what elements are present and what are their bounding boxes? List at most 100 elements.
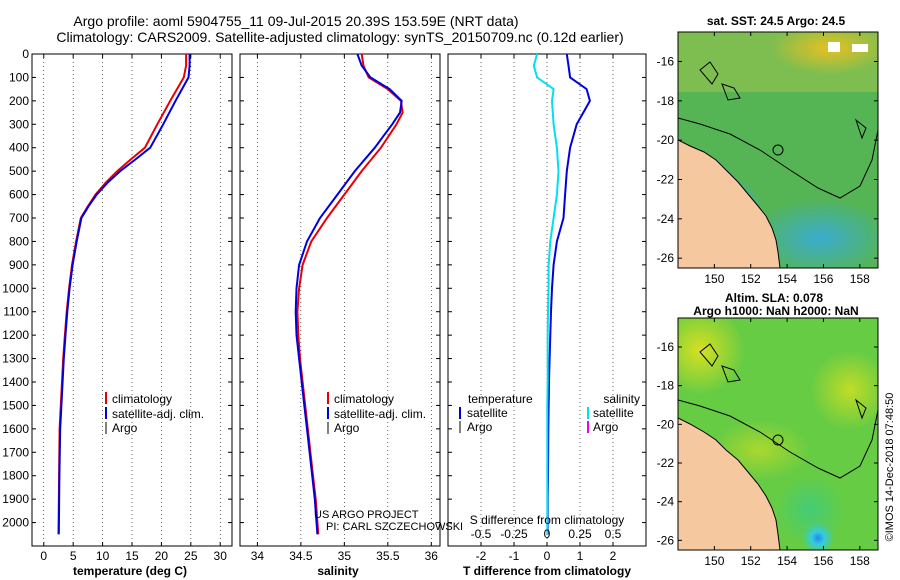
map-y-tick-label: -26 [657, 533, 675, 547]
inner-tick-label: -0.5 [471, 527, 492, 541]
sla-map-title2: Argo h1000: NaN h2000: NaN [693, 304, 858, 318]
series-line-satellite-adj-clim- [296, 54, 402, 534]
y-tick-label: 1300 [2, 352, 29, 366]
x-tick-label: -1 [509, 549, 520, 563]
y-tick-label: 1400 [2, 375, 29, 389]
map-x-tick-label: 150 [704, 554, 724, 568]
map-y-tick-label: -24 [657, 495, 675, 509]
map-y-tick-label: -16 [657, 55, 675, 69]
x-tick-label: 5 [70, 549, 77, 563]
legend-argo-label: Argo [112, 421, 138, 435]
map-x-tick-label: 156 [813, 554, 833, 568]
x-tick-label: 30 [214, 549, 228, 563]
map-y-tick-label: -16 [657, 340, 675, 354]
x-tick-label: 36 [425, 549, 439, 563]
y-tick-label: 700 [9, 211, 29, 225]
inner-tick-label: 0.5 [605, 527, 622, 541]
map-y-tick-label: -22 [657, 456, 675, 470]
x-tick-label: 35 [338, 549, 352, 563]
y-tick-label: 2000 [2, 516, 29, 530]
y-tick-label: 900 [9, 258, 29, 272]
legend-argo-label: Argo [334, 421, 360, 435]
y-tick-label: 800 [9, 234, 29, 248]
legend-climatology-label: climatology [112, 392, 172, 406]
map-x-tick-label: 152 [741, 554, 761, 568]
y-tick-label: 1700 [2, 445, 29, 459]
x-tick-label: 35.5 [376, 549, 400, 563]
series-line-s-satellite [534, 54, 559, 534]
temperature-plot: 0100200300400500600700800900100011001200… [2, 47, 232, 563]
legend-salinity-title: salinity [603, 392, 640, 406]
legend-climatology-label: climatology [334, 392, 394, 406]
y-tick-label: 1600 [2, 422, 29, 436]
series-line-climatology [59, 54, 187, 534]
y-tick-label: 1900 [2, 492, 29, 506]
s-difference-label: S difference from climatology [470, 513, 625, 527]
y-tick-label: 0 [22, 47, 29, 61]
x-tick-label: 10 [96, 549, 110, 563]
sst-map [678, 22, 890, 278]
inner-tick-label: 0.25 [568, 527, 592, 541]
map-x-tick-label: 156 [813, 272, 833, 286]
figure: Argo profile: aoml 5904755_11 09-Jul-201… [0, 0, 900, 580]
salinity-panel [240, 54, 440, 546]
map-x-tick-label: 154 [777, 272, 797, 286]
legend-s-satellite-label: satellite [593, 406, 634, 420]
sla-map [655, 305, 890, 554]
inner-tick-label: 0 [544, 527, 551, 541]
map-x-tick-label: 158 [850, 272, 870, 286]
map-y-tick-label: -26 [657, 251, 675, 265]
map-y-tick-label: -18 [657, 379, 675, 393]
map-y-tick-label: -24 [657, 212, 675, 226]
difference-legend: temperature satellite Argo salinity sate… [460, 392, 640, 434]
sla-eddy [802, 522, 834, 554]
header-line2: Climatology: CARS2009. Satellite-adjuste… [56, 29, 623, 45]
x-tick-label: 25 [184, 549, 198, 563]
sst-nodata [852, 44, 868, 52]
x-tick-label: 15 [125, 549, 139, 563]
copyright-label: ©IMOS 14-Dec-2018 07:48:50 [884, 393, 896, 542]
map-x-tick-label: 154 [777, 554, 797, 568]
inner-tick-label: -0.25 [500, 527, 528, 541]
series-line-satellite-adj-clim- [59, 54, 190, 534]
map-x-tick-label: 152 [741, 272, 761, 286]
y-tick-label: 300 [9, 117, 29, 131]
salinity-plot: 34 34.5 35 35.5 36 [240, 54, 440, 563]
temperature-legend: climatology satellite-adj. clim. Argo [106, 392, 204, 435]
legend-s-argo-label: Argo [593, 420, 619, 434]
y-tick-label: 1100 [3, 305, 29, 319]
map-x-tick-label: 158 [850, 554, 870, 568]
x-tick-label: 34.5 [289, 549, 313, 563]
temperature-xlabel: temperature (deg C) [73, 564, 187, 578]
map-y-tick-label: -20 [657, 417, 675, 431]
series-line-climatology [297, 54, 402, 534]
difference-xlabel: T difference from climatology [463, 564, 631, 578]
legend-t-satellite-label: satellite [467, 406, 508, 420]
x-tick-label: 0 [544, 549, 551, 563]
sla-map-title1: Altim. SLA: 0.078 [725, 291, 823, 305]
map-y-tick-label: -18 [657, 94, 675, 108]
map-x-tick-label: 150 [704, 272, 724, 286]
y-tick-label: 500 [9, 164, 29, 178]
salinity-legend: climatology satellite-adj. clim. Argo [328, 392, 426, 435]
y-tick-label: 600 [9, 188, 29, 202]
x-tick-label: -2 [476, 549, 487, 563]
credit-line1: US ARGO PROJECT [314, 509, 419, 521]
header-line1: Argo profile: aoml 5904755_11 09-Jul-201… [73, 13, 518, 29]
x-tick-label: 34 [251, 549, 265, 563]
y-tick-label: 1200 [2, 328, 29, 342]
legend-satellite-label: satellite-adj. clim. [334, 407, 426, 421]
y-tick-label: 1500 [2, 398, 29, 412]
y-tick-label: 100 [9, 70, 29, 84]
map-y-tick-label: -20 [657, 133, 675, 147]
map-y-tick-label: -22 [657, 173, 675, 187]
y-tick-label: 400 [9, 141, 29, 155]
difference-plot: -2 -1 0 1 2 -0.5 -0.25 0 0.25 0.5 [448, 54, 646, 563]
sst-nodata [828, 42, 840, 52]
x-tick-label: 0 [40, 549, 47, 563]
legend-t-argo-label: Argo [467, 420, 493, 434]
y-tick-label: 200 [9, 94, 29, 108]
temperature-panel [32, 54, 232, 546]
y-tick-label: 1000 [2, 281, 29, 295]
sst-map-title: sat. SST: 24.5 Argo: 24.5 [707, 14, 846, 28]
